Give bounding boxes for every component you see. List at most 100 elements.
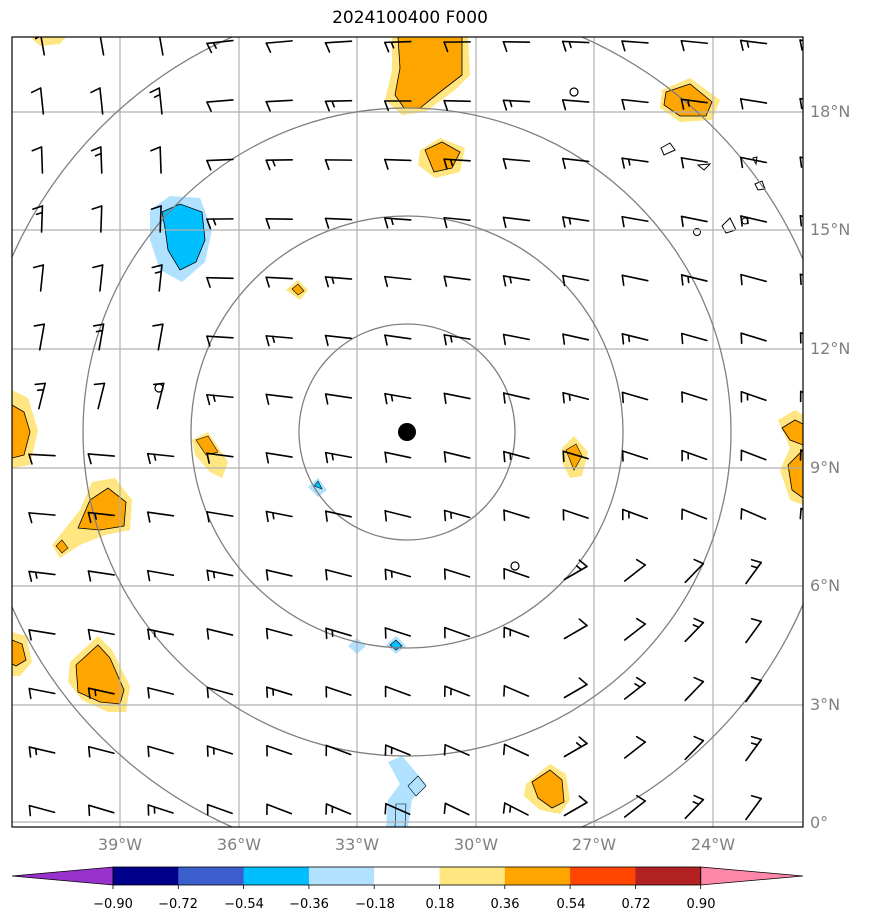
wind-barb-shaft xyxy=(384,40,412,44)
wind-barb-feather xyxy=(146,452,151,465)
wind-barb-shaft xyxy=(324,451,353,459)
wind-barb-feather xyxy=(150,29,159,34)
wind-barb-feather xyxy=(87,570,92,582)
wind-barb-feather xyxy=(206,511,210,523)
wind-barb-shaft xyxy=(684,739,705,761)
contour-ring xyxy=(660,142,676,156)
wind-barb-shaft xyxy=(502,333,530,341)
wind-barb-feather xyxy=(92,323,105,327)
wind-barb-feather xyxy=(509,276,512,284)
wind-barb-feather xyxy=(150,205,162,210)
wind-barb-feather xyxy=(390,394,394,402)
wind-barb-feather xyxy=(502,743,506,756)
wind-barb-shaft xyxy=(503,685,530,697)
wind-barb-feather xyxy=(32,264,45,269)
wind-barb-feather xyxy=(635,676,647,684)
wind-barb-feather xyxy=(384,158,389,170)
wind-barb-shaft xyxy=(206,276,234,280)
wind-barb-feather xyxy=(692,624,700,629)
wind-barb-shaft xyxy=(324,393,353,399)
colorbar-tick-label: −0.72 xyxy=(158,897,198,912)
colorbar-outline xyxy=(112,866,702,886)
wind-barb-feather xyxy=(621,391,625,404)
wind-barb-feather xyxy=(562,274,566,287)
wind-barb-feather xyxy=(147,745,150,758)
wind-barb-shaft xyxy=(740,508,767,520)
wind-barb-feather xyxy=(212,394,216,402)
colorbar-tick-label: 0.90 xyxy=(687,897,716,912)
wind-barbs xyxy=(28,29,819,821)
wind-barb-shaft xyxy=(562,333,590,341)
negative-anomaly-blob xyxy=(394,803,407,827)
wind-barb-shaft xyxy=(623,623,647,641)
wind-barb-feather xyxy=(206,159,212,171)
wind-barb-shaft xyxy=(621,274,649,282)
colorbar-tick-label: −0.90 xyxy=(93,897,133,912)
wind-barb-shaft xyxy=(745,797,763,821)
map-title: 2024100400 F000 xyxy=(332,8,488,28)
wind-barb-shaft xyxy=(325,510,352,518)
wind-barb-feather xyxy=(509,805,512,813)
wind-barb-shaft xyxy=(502,99,531,103)
wind-barb-feather xyxy=(680,332,684,345)
wind-barb-shaft xyxy=(384,744,411,756)
wind-barb-feather xyxy=(692,801,700,806)
wind-barb-shaft xyxy=(443,275,471,281)
wind-barb-shaft xyxy=(157,323,164,351)
wind-barb-feather xyxy=(384,802,387,815)
wind-barb-feather xyxy=(34,747,38,756)
wind-barb-feather xyxy=(693,735,705,742)
wind-barb-feather xyxy=(680,98,685,110)
wind-barb-feather xyxy=(206,101,212,112)
wind-barb-feather xyxy=(578,677,588,686)
wind-barb-shaft xyxy=(562,216,590,222)
wind-barb-feather xyxy=(206,686,209,699)
wind-barb-shaft xyxy=(265,335,293,339)
wind-barb-shaft xyxy=(28,570,56,576)
wind-barb-feather xyxy=(325,568,328,581)
wind-barb-shaft xyxy=(158,87,163,115)
wind-barb-feather xyxy=(809,560,819,561)
colorbar-segment xyxy=(635,867,702,885)
wind-barb-feather xyxy=(561,99,567,111)
wind-barb-feather xyxy=(212,570,216,579)
wind-barb-feather xyxy=(271,159,276,167)
colorbar-tick-label: 0.18 xyxy=(426,897,455,912)
wind-barb-feather xyxy=(740,156,744,169)
wind-barb-shaft xyxy=(385,802,411,816)
wind-barb-shaft xyxy=(443,158,471,162)
wind-barb-feather xyxy=(740,332,743,344)
wind-barb-feather xyxy=(324,217,330,229)
wind-barb-shaft xyxy=(266,803,293,815)
wind-barb-feather xyxy=(206,276,211,288)
wind-barb-feather xyxy=(28,746,32,758)
colorbar-tick-label: 0.72 xyxy=(622,897,651,912)
wind-barb-feather xyxy=(90,146,102,152)
wind-barb-feather xyxy=(206,452,210,464)
wind-barb-feather xyxy=(739,39,744,51)
negative-anomaly-blob xyxy=(407,775,427,797)
wind-barb-feather xyxy=(680,215,684,228)
wind-barb-shaft xyxy=(324,217,353,221)
wind-barb-shaft xyxy=(680,157,708,163)
lat-label: 6°N xyxy=(810,576,840,595)
colorbar-segment xyxy=(374,867,440,885)
wind-barb-shaft xyxy=(100,146,103,174)
lat-label: 0° xyxy=(810,813,828,832)
wind-barb-feather xyxy=(621,98,626,111)
wind-barb-shaft xyxy=(563,801,588,817)
wind-barb-shaft xyxy=(799,273,803,276)
latitude-labels: 18°N 15°N 12°N 9°N 6°N 3°N 0° xyxy=(810,102,850,832)
wind-barb-feather xyxy=(503,685,506,697)
wind-barb-shaft xyxy=(265,276,293,280)
wind-barb-feather xyxy=(575,742,583,748)
wind-barb-feather xyxy=(503,509,506,521)
wind-barb-feather xyxy=(206,335,211,347)
wind-barb-shaft xyxy=(502,158,531,162)
wind-barb-shaft xyxy=(561,99,590,103)
wind-barb-shaft xyxy=(745,620,763,644)
wind-barb-shaft xyxy=(443,216,471,222)
wind-barb-shaft xyxy=(265,686,293,696)
wind-barb-feather xyxy=(147,628,151,640)
wind-barb-feather xyxy=(693,676,705,683)
